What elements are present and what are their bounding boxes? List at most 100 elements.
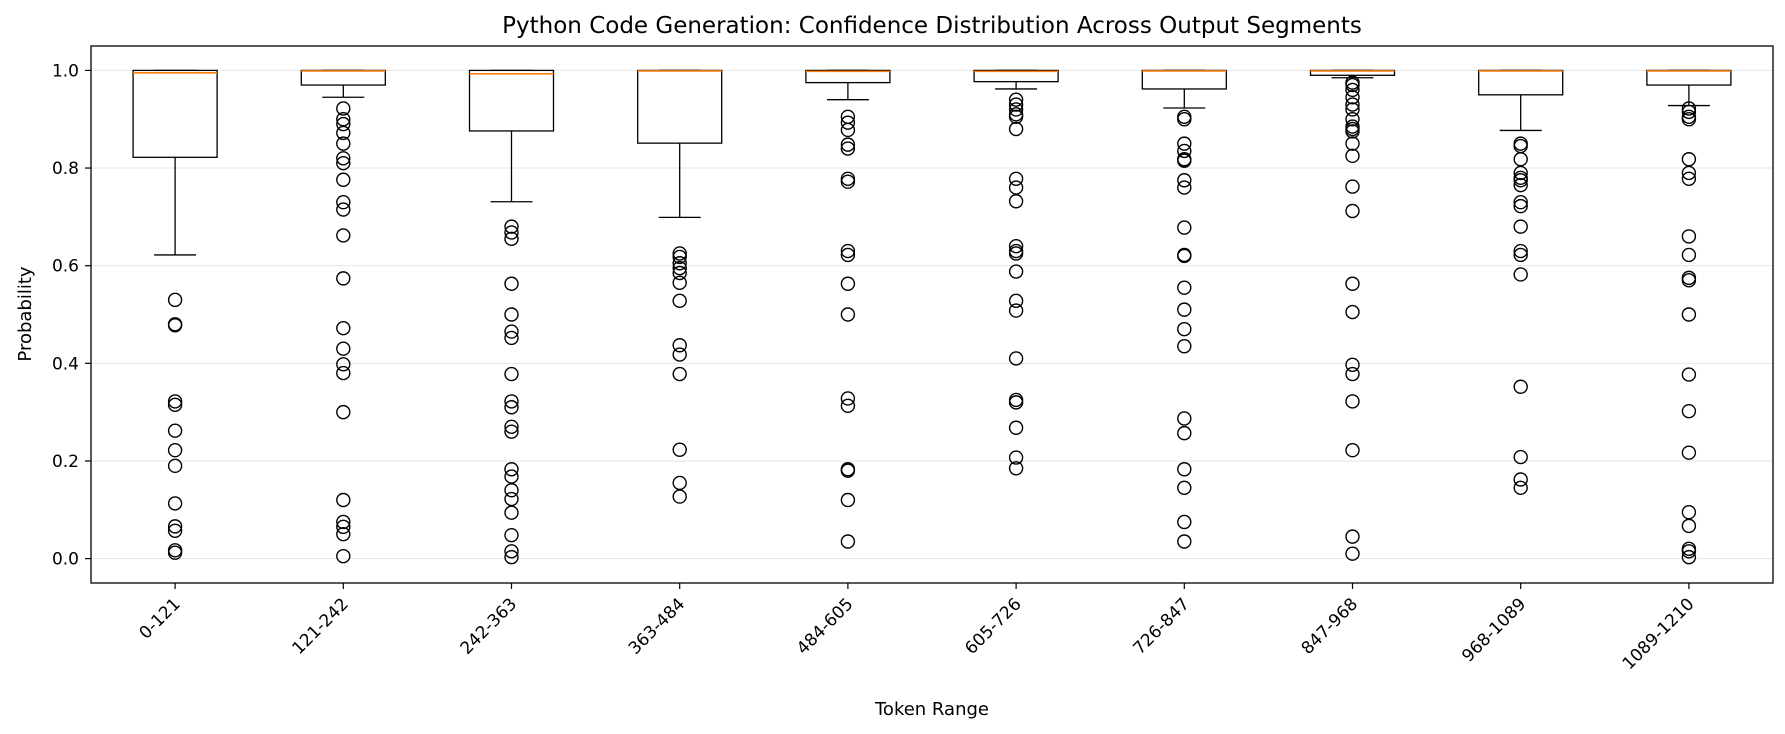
outlier-point <box>504 505 519 520</box>
box-group-1089-1210 <box>1646 69 1732 565</box>
outlier-point <box>672 347 687 362</box>
outlier-point <box>1681 403 1697 419</box>
outlier-point <box>1681 273 1697 288</box>
outlier-point <box>840 307 856 322</box>
outlier-point <box>1345 124 1360 139</box>
outlier-point <box>504 330 519 346</box>
outlier-point <box>336 136 351 151</box>
outlier-point <box>1513 267 1528 282</box>
box-group-0-121 <box>132 69 218 560</box>
outlier-point <box>1345 203 1360 219</box>
box-group-484-605 <box>805 69 891 549</box>
box-group-968-1089 <box>1478 69 1564 496</box>
boxes <box>132 69 1732 565</box>
outlier-point <box>672 338 687 353</box>
outlier-point <box>1008 92 1024 107</box>
outlier-point <box>672 489 687 504</box>
outlier-point <box>1681 367 1697 382</box>
outlier-point <box>1177 280 1192 295</box>
outlier-point <box>336 155 351 171</box>
x-tick-label: 484-605 <box>793 594 857 658</box>
outlier-point <box>504 491 519 507</box>
y-tick-label: 0.4 <box>52 354 79 374</box>
outlier-point <box>1177 534 1192 549</box>
box-group-847-968 <box>1309 69 1396 561</box>
outlier-point <box>167 458 183 474</box>
outlier-point <box>336 404 351 420</box>
box-group-121-242 <box>300 69 386 564</box>
outlier-point <box>1345 546 1360 561</box>
outlier-point <box>1681 445 1697 460</box>
outlier-point <box>1177 173 1192 188</box>
outlier-point <box>840 137 856 152</box>
outlier-point <box>1008 109 1024 124</box>
outlier-point <box>840 122 856 138</box>
box <box>1478 69 1564 96</box>
outlier-point <box>1513 219 1528 234</box>
outlier-point <box>1345 102 1360 117</box>
outlier-point <box>1177 462 1192 477</box>
outlier-point <box>1513 165 1528 181</box>
outlier-point <box>336 341 351 356</box>
outlier-point <box>504 307 519 322</box>
outlier-point <box>1345 366 1360 382</box>
outlier-point <box>1345 90 1360 105</box>
outlier-point <box>336 271 351 286</box>
outlier-point <box>336 172 351 187</box>
outlier-point <box>840 276 856 291</box>
outlier-point <box>840 534 856 549</box>
outlier-point <box>1177 514 1192 530</box>
x-tick-label: 1089-1210 <box>1619 594 1699 674</box>
outlier-point <box>840 171 856 186</box>
outlier-point <box>840 247 856 263</box>
outlier-point <box>1177 112 1192 127</box>
outlier-point <box>1681 152 1697 167</box>
outlier-point <box>1513 379 1528 394</box>
outlier-point <box>167 545 183 560</box>
outlier-point <box>504 424 519 439</box>
outlier-point <box>504 366 519 382</box>
outlier-point <box>840 115 856 130</box>
outlier-point <box>1681 307 1697 322</box>
outlier-point <box>336 195 351 210</box>
outlier-point <box>504 225 519 240</box>
outlier-point <box>336 365 351 381</box>
outlier-point <box>1008 194 1024 209</box>
x-tick-label: 605-726 <box>961 594 1025 658</box>
outlier-point <box>1177 321 1192 337</box>
outlier-point <box>840 243 856 259</box>
outlier-point <box>1681 518 1697 534</box>
outlier-point <box>1008 303 1024 318</box>
outlier-point <box>1345 276 1360 291</box>
outlier-point <box>336 125 351 141</box>
outlier-point <box>1177 248 1192 264</box>
outlier-point <box>1008 102 1024 117</box>
outlier-point <box>1681 229 1697 244</box>
outlier-point <box>167 423 183 438</box>
y-tick-label: 1.0 <box>52 61 79 81</box>
outlier-point <box>1513 177 1528 193</box>
outlier-point <box>1345 82 1360 98</box>
outlier-point <box>1008 420 1024 435</box>
outlier-point <box>504 527 519 543</box>
outlier-point <box>1345 179 1360 194</box>
outlier-point <box>1008 461 1024 476</box>
outlier-point <box>1345 394 1360 409</box>
outlier-point <box>1008 351 1024 366</box>
outlier-point <box>1177 153 1192 168</box>
x-tick-label: 242-363 <box>457 594 521 658</box>
outlier-point <box>1681 544 1697 559</box>
x-tick-label: 847-968 <box>1298 594 1362 658</box>
x-axis: 0-121 121-242 242-363 363-484 484-605 605-726… <box>136 583 1699 674</box>
outlier-point <box>1345 529 1360 544</box>
outlier-point <box>504 483 519 498</box>
outlier-point <box>1681 101 1697 116</box>
outlier-point <box>840 174 856 189</box>
y-tick-label: 0.0 <box>52 550 79 570</box>
outlier-point <box>672 366 687 382</box>
outlier-point <box>336 514 351 530</box>
outlier-point <box>672 293 687 309</box>
outlier-point <box>1513 195 1528 210</box>
box <box>637 69 723 144</box>
y-tick-label: 0.6 <box>52 257 79 277</box>
